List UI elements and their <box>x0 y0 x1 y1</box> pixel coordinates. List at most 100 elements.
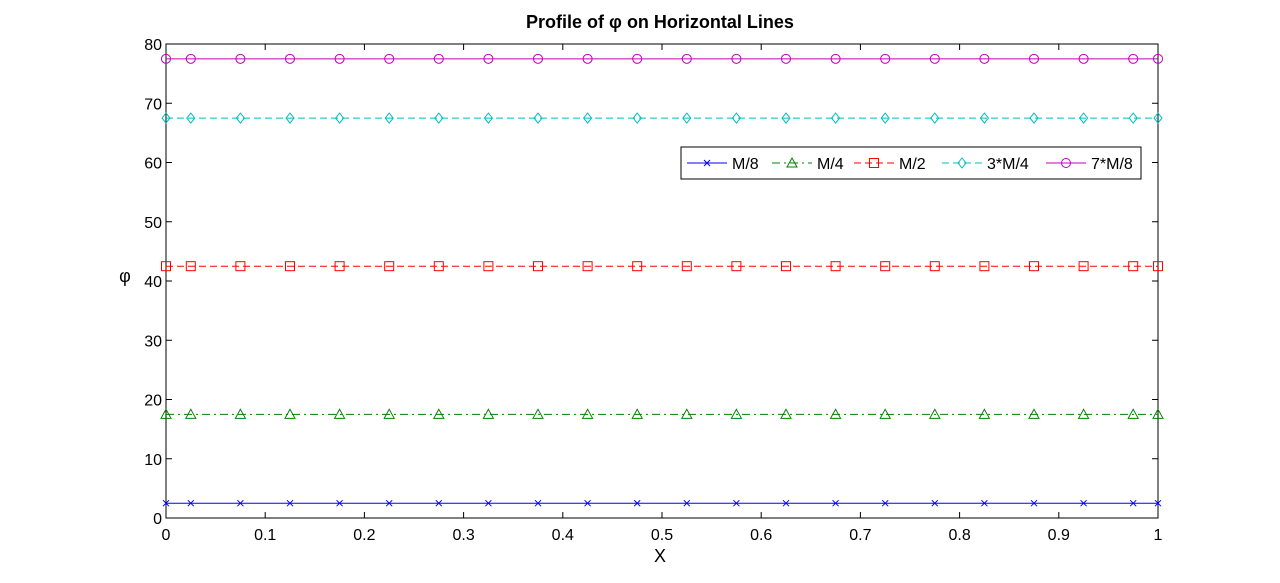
data-point <box>1030 499 1038 507</box>
data-point <box>161 112 171 124</box>
data-point <box>1077 408 1090 419</box>
data-point <box>235 112 246 124</box>
data-point <box>680 408 693 419</box>
y-tick-label: 10 <box>144 452 162 469</box>
data-point <box>237 499 244 507</box>
data-point <box>1029 53 1039 64</box>
legend-entry: 3*M/4 <box>942 156 1029 173</box>
data-point <box>334 53 345 64</box>
data-point <box>1080 499 1087 507</box>
data-point <box>979 261 990 272</box>
data-point <box>781 261 791 272</box>
chart-title: Profile of φ on Horizontal Lines <box>526 12 794 32</box>
series-2 <box>161 261 1163 272</box>
x-tick-label: 0.3 <box>452 527 474 544</box>
data-point <box>383 408 396 419</box>
data-point <box>1029 112 1039 124</box>
legend-marker <box>869 158 879 168</box>
data-point <box>162 499 170 507</box>
data-point <box>532 408 544 419</box>
y-tick-label: 60 <box>144 156 162 173</box>
data-point <box>1078 112 1089 124</box>
data-point <box>930 112 940 124</box>
legend-marker <box>957 157 967 169</box>
data-point <box>1078 53 1089 64</box>
data-point <box>385 499 393 507</box>
x-tick-label: 0.6 <box>750 527 772 544</box>
data-point <box>1153 112 1163 124</box>
y-tick-label: 20 <box>144 393 162 410</box>
data-point <box>931 499 939 507</box>
data-point <box>731 261 742 272</box>
x-tick-label: 0.7 <box>849 527 871 544</box>
data-point <box>161 53 171 64</box>
data-point <box>333 408 346 419</box>
legend-entry: 7*M/8 <box>1046 156 1133 173</box>
data-point <box>234 408 247 419</box>
legend-marker <box>786 156 798 168</box>
legend-entry: M/4 <box>772 156 844 173</box>
y-axis-label: φ <box>119 266 131 286</box>
data-point <box>334 261 345 272</box>
data-point <box>830 261 841 272</box>
data-point <box>1154 499 1162 507</box>
data-point <box>781 53 791 64</box>
data-point <box>632 53 643 64</box>
data-point <box>1153 53 1163 64</box>
data-point <box>929 53 940 64</box>
y-tick-label: 50 <box>144 215 162 232</box>
data-point <box>733 499 740 507</box>
data-point <box>731 53 742 64</box>
data-point <box>533 261 543 272</box>
data-point <box>631 408 644 419</box>
data-point <box>1152 408 1164 419</box>
data-point <box>879 408 892 419</box>
data-point <box>160 408 172 419</box>
data-point <box>334 112 345 124</box>
x-tick-label: 0.4 <box>552 527 574 544</box>
data-point <box>1029 261 1039 272</box>
x-tick-label: 1 <box>1154 527 1163 544</box>
series-4 <box>161 53 1163 64</box>
data-point <box>1078 261 1089 272</box>
x-tick-label: 0.8 <box>948 527 970 544</box>
data-point <box>286 499 294 507</box>
data-point <box>584 499 591 507</box>
data-point <box>1028 408 1040 419</box>
data-point <box>731 112 742 124</box>
data-point <box>681 53 692 64</box>
data-point <box>683 499 691 507</box>
series-layer <box>160 53 1164 507</box>
data-point <box>186 112 196 124</box>
data-point <box>384 261 395 272</box>
data-point <box>780 408 792 419</box>
data-point <box>832 499 839 507</box>
data-point <box>483 261 494 272</box>
data-point <box>285 53 295 64</box>
x-axis-label: X <box>654 546 666 566</box>
x-tick-label: 0.9 <box>1048 527 1070 544</box>
data-point <box>433 261 444 272</box>
data-point <box>880 261 891 272</box>
axis-ticks: 0 0.1 0.2 0.3 0.4 0.5 0.6 0.7 0.8 0.9 101020304050… <box>144 37 1162 544</box>
data-point <box>185 261 196 272</box>
data-point <box>533 53 543 64</box>
data-point <box>1128 261 1139 272</box>
data-point <box>1153 261 1163 272</box>
data-point <box>829 408 842 419</box>
data-point <box>632 112 642 124</box>
data-point <box>581 408 594 419</box>
data-point <box>483 112 494 124</box>
data-point <box>384 53 395 64</box>
y-tick-label: 0 <box>153 511 162 528</box>
data-point <box>284 408 296 419</box>
data-point <box>485 499 492 507</box>
data-point <box>1128 112 1138 124</box>
data-point <box>1128 53 1139 64</box>
data-point <box>336 499 343 507</box>
legend-label: M/8 <box>732 156 759 173</box>
data-point <box>632 261 643 272</box>
legend-entry: M/2 <box>854 156 926 173</box>
data-point <box>781 112 791 124</box>
legend-label: 7*M/8 <box>1091 156 1133 173</box>
